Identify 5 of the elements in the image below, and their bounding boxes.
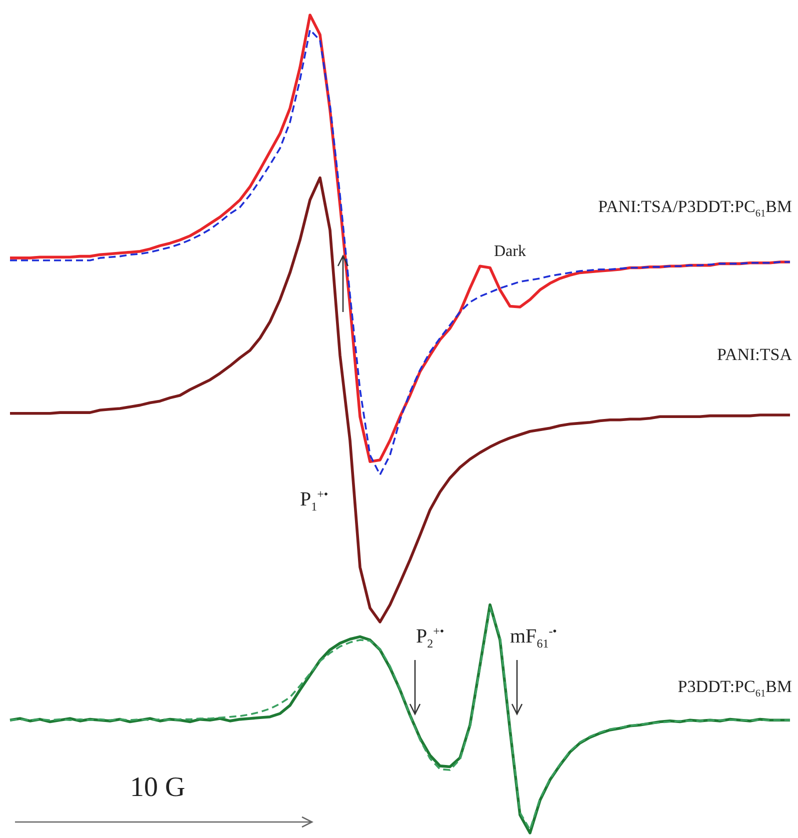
annotation: Dark (494, 243, 526, 260)
annotation: P3DDT:PC$_{61}$BM (678, 677, 792, 700)
annotation: PANI:TSA/P3DDT:PC$_{61}$BM (598, 197, 792, 220)
annotation: 10 G (130, 772, 186, 803)
annotation: PANI:TSA (717, 345, 792, 364)
